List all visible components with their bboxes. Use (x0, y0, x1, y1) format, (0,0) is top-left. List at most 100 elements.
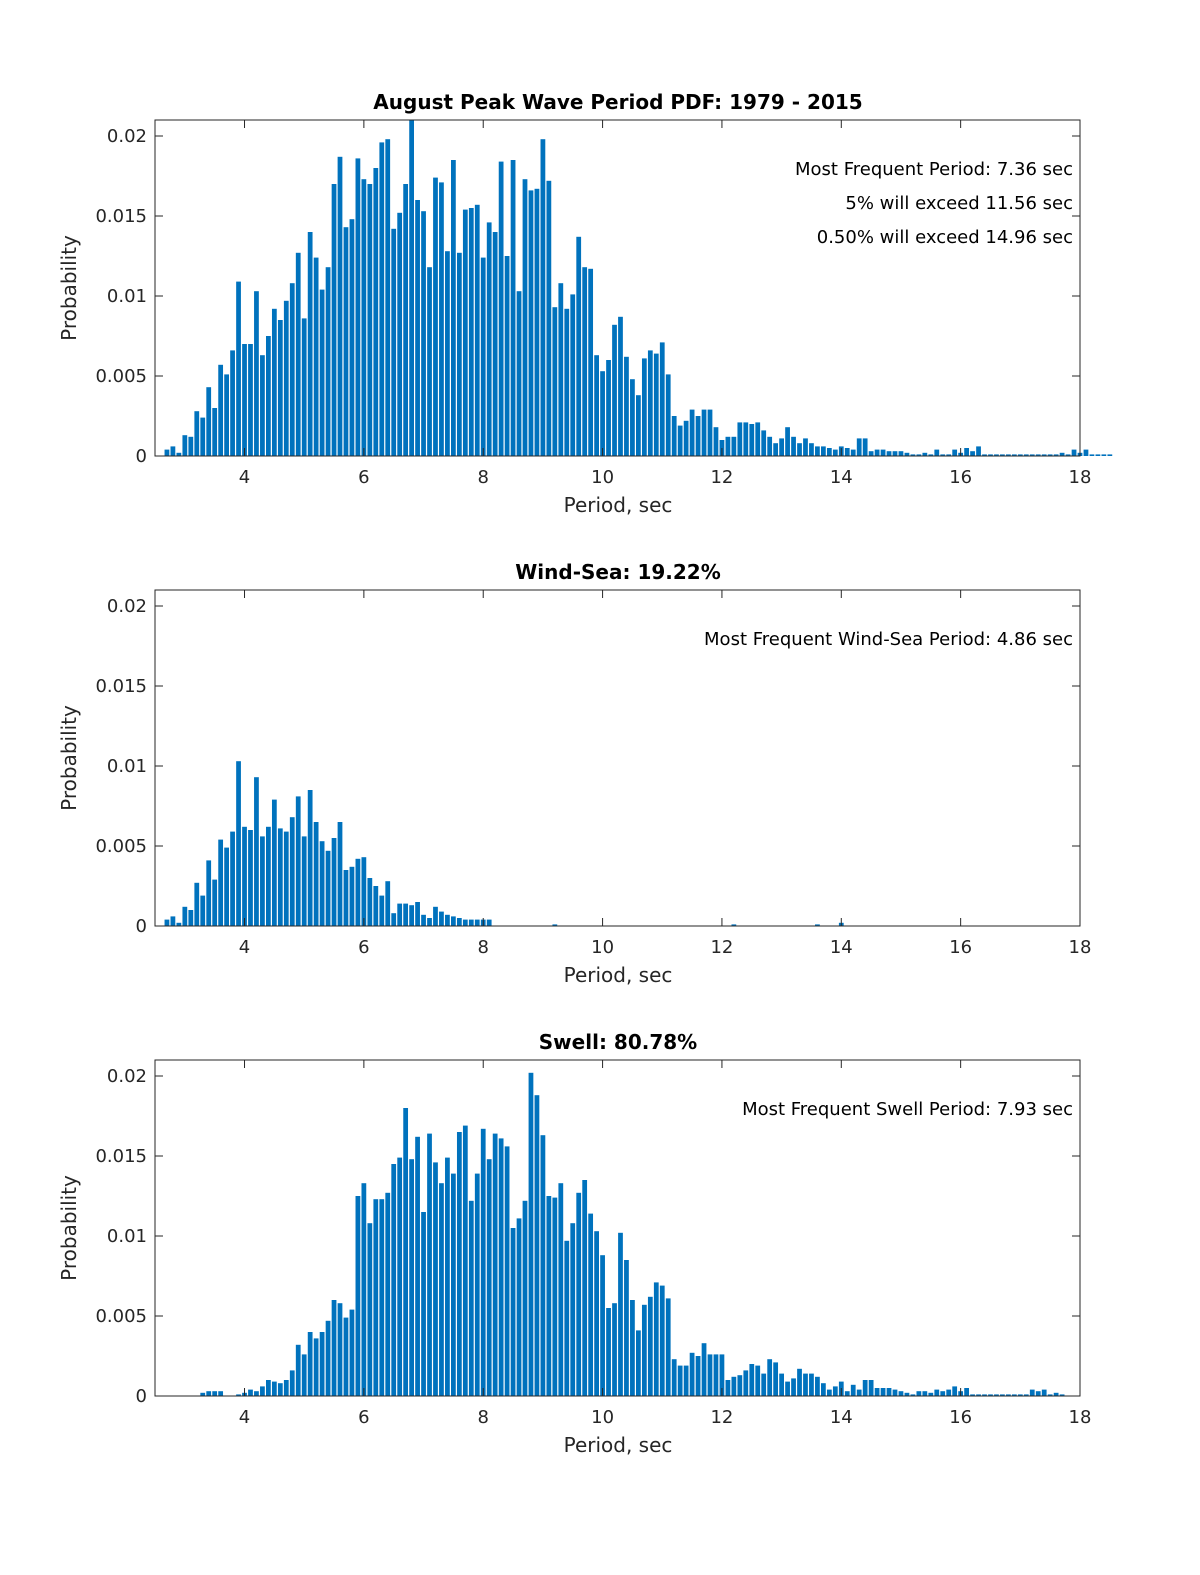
x-tick-label: 10 (591, 937, 614, 958)
bar (594, 1231, 599, 1396)
bar (576, 236, 582, 456)
bar (994, 1394, 999, 1396)
bar (1023, 1394, 1029, 1396)
bar (307, 790, 313, 926)
x-tick-label: 6 (358, 467, 369, 488)
bar (170, 916, 176, 926)
bar (277, 828, 283, 926)
bar (319, 1332, 325, 1396)
bar (1101, 454, 1107, 456)
bar (277, 1383, 283, 1396)
x-tick-label: 10 (591, 1407, 614, 1428)
bar (904, 452, 910, 456)
bar (397, 212, 403, 456)
bar (456, 252, 462, 456)
y-axis-ticks: 0 0.005 0.01 0.015 0.02 (95, 596, 1080, 937)
bar (367, 878, 373, 926)
bar (880, 449, 886, 456)
bar (421, 1212, 426, 1396)
bar (164, 919, 170, 926)
bar (254, 777, 259, 926)
bar (510, 160, 516, 456)
bar (773, 443, 779, 456)
bar (892, 1389, 898, 1396)
bar (427, 1133, 432, 1396)
bar (248, 830, 253, 926)
bar (439, 182, 444, 456)
bar (510, 1228, 516, 1396)
bar (636, 1330, 641, 1396)
bar (462, 919, 468, 926)
y-tick-label: 0 (136, 1386, 147, 1407)
bar (576, 1192, 582, 1396)
bar (462, 209, 468, 456)
y-tick-label: 0 (136, 446, 147, 467)
x-tick-label: 14 (830, 467, 853, 488)
x-tick-label: 18 (1069, 467, 1092, 488)
bar (767, 1359, 773, 1396)
x-tick-label: 6 (358, 937, 369, 958)
x-tick-label: 4 (239, 937, 250, 958)
bar (289, 283, 295, 456)
bar (403, 1108, 409, 1396)
y-axis-ticks: 0 0.005 0.01 0.015 0.02 (95, 126, 1080, 467)
bar (421, 914, 426, 926)
x-axis-label: Period, sec (564, 1433, 673, 1457)
bar (355, 158, 361, 456)
bar (439, 911, 444, 926)
bar (248, 344, 253, 456)
bar (373, 1199, 379, 1396)
bar (266, 1380, 271, 1396)
bar (445, 914, 450, 926)
bar (821, 1383, 826, 1396)
bar (289, 1370, 295, 1396)
bar (976, 1394, 981, 1396)
bar (701, 409, 707, 456)
x-axis-label: Period, sec (564, 493, 673, 517)
bar (994, 454, 999, 456)
bar (737, 422, 743, 456)
bar (630, 1300, 635, 1396)
bar (200, 895, 206, 926)
bar (486, 919, 492, 926)
bar (313, 1338, 319, 1396)
bar (271, 1381, 277, 1396)
bar (1083, 449, 1089, 456)
bar (904, 1392, 910, 1396)
bar (1041, 454, 1047, 456)
bar (677, 425, 683, 456)
bar (325, 850, 331, 926)
bar (403, 184, 409, 456)
bar (916, 454, 922, 456)
bar (940, 1391, 946, 1396)
x-tick-label: 4 (239, 467, 250, 488)
bar (671, 416, 677, 456)
x-axis-ticks: 4 6 8 10 12 14 16 18 (239, 1060, 1091, 1428)
bar (922, 452, 928, 456)
bar (564, 1240, 570, 1396)
bar (456, 1132, 462, 1396)
bar (343, 227, 349, 456)
bar (498, 1138, 504, 1396)
bar (821, 446, 826, 456)
bar (910, 1394, 916, 1396)
bar (540, 1135, 546, 1396)
axes-box (154, 1059, 1081, 1397)
bar (373, 886, 379, 926)
bar (534, 188, 540, 457)
bar (534, 1095, 540, 1396)
bar (815, 446, 820, 456)
bar (349, 219, 355, 456)
annotation-most-frequent-swell-period: Most Frequent Swell Period: 7.93 sec (742, 1099, 1073, 1120)
bar (928, 1392, 934, 1396)
bar (206, 860, 212, 926)
bar (397, 903, 403, 926)
bar (236, 281, 241, 456)
bar (922, 1391, 928, 1396)
bar (498, 161, 504, 456)
bar (218, 839, 224, 926)
bar (295, 252, 301, 456)
bar (486, 1159, 492, 1396)
bar (468, 1200, 474, 1396)
